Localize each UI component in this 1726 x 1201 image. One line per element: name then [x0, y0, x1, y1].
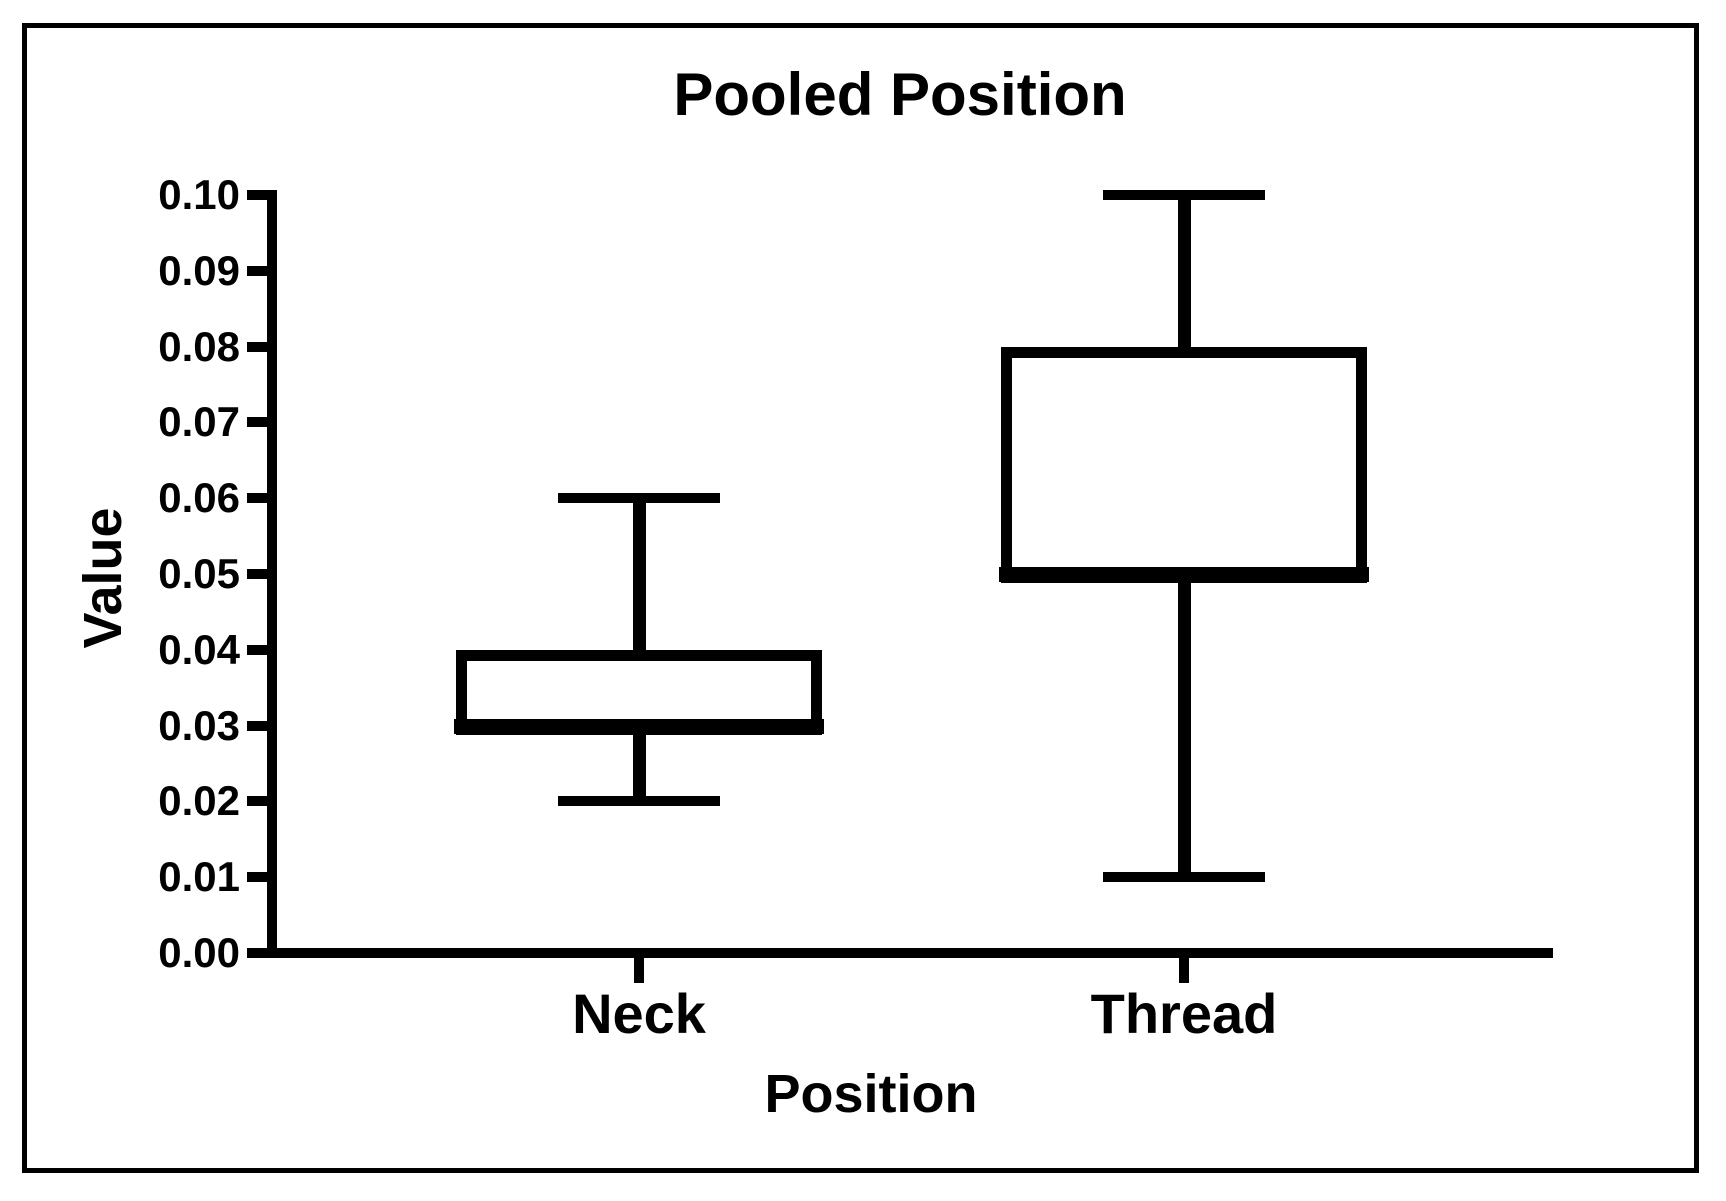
x-tick-mark [1179, 958, 1189, 983]
whisker-line-high [1178, 195, 1191, 347]
y-tick-label: 0.06 [158, 474, 240, 521]
y-tick-mark [247, 796, 277, 806]
y-tick-mark [247, 417, 277, 427]
y-tick-label: 0.10 [158, 171, 240, 218]
y-tick-mark [247, 493, 277, 503]
whisker-cap-low [1103, 872, 1265, 882]
x-axis-title: Position [764, 1064, 978, 1124]
y-tick-label: 0.01 [158, 853, 240, 900]
y-tick-label: 0.00 [158, 929, 240, 976]
x-category-label: Thread [1090, 982, 1278, 1045]
whisker-line-high [633, 498, 646, 650]
y-tick-mark [247, 948, 277, 958]
box-rect [1001, 347, 1367, 583]
y-tick-mark [247, 645, 277, 655]
x-category-label: Neck [572, 982, 706, 1045]
x-tick-mark [634, 958, 644, 983]
y-tick-label: 0.08 [158, 323, 240, 370]
chart-title: Pooled Position [673, 61, 1127, 128]
whisker-line-low [633, 726, 646, 802]
y-tick-mark [247, 342, 277, 352]
y-tick-label: 0.07 [158, 398, 240, 445]
y-tick-label: 0.05 [158, 550, 240, 597]
y-tick-mark [247, 569, 277, 579]
y-tick-mark [247, 872, 277, 882]
median-line [999, 567, 1369, 582]
y-tick-label: 0.09 [158, 247, 240, 294]
median-line [454, 719, 824, 734]
y-tick-label: 0.02 [158, 777, 240, 824]
y-tick-mark [247, 190, 277, 200]
whisker-line-low [1178, 574, 1191, 877]
y-tick-mark [247, 721, 277, 731]
figure-border [22, 23, 1699, 1173]
y-tick-mark [247, 266, 277, 276]
x-axis-line [267, 948, 1553, 958]
y-tick-label: 0.03 [158, 702, 240, 749]
y-tick-label: 0.04 [158, 626, 240, 673]
